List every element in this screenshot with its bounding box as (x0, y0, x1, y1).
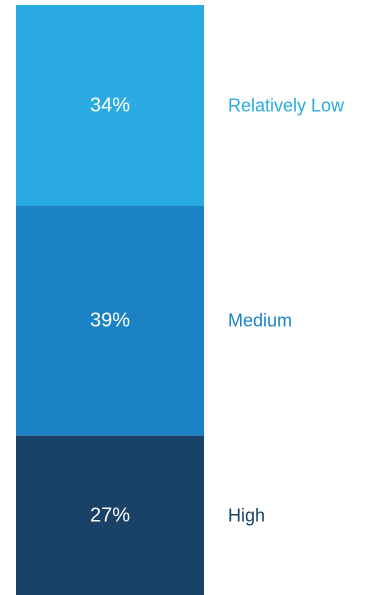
category-label-high: High (228, 505, 265, 525)
value-label-medium: 39% (90, 310, 130, 332)
bar-segment-high (16, 435, 204, 595)
category-label-medium: Medium (228, 311, 292, 331)
bar-segment-relatively-low (16, 5, 204, 206)
value-label-high: 27% (90, 504, 130, 526)
category-label-relatively-low: Relatively Low (228, 95, 345, 115)
bar-segment-medium (16, 205, 204, 436)
value-label-relatively-low: 34% (90, 94, 130, 116)
